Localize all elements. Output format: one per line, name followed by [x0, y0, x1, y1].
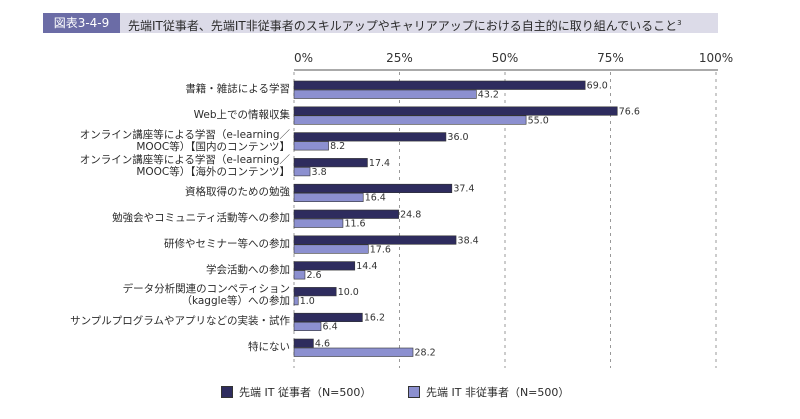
category-label-line: 特にない — [248, 341, 290, 353]
bar-series1 — [293, 106, 618, 116]
data-label: 14.4 — [356, 261, 377, 272]
bar-series1 — [293, 209, 399, 219]
bar-series2 — [293, 192, 364, 202]
category-label-line: サンプルプログラムやアプリなどの実装・試作 — [70, 315, 290, 328]
category-label: オンライン講座等による学習（e-learning／ MOOC等）【海外のコンテンツ… — [80, 154, 290, 178]
legend-item-series2: 先端 IT 非従事者（N=500） — [408, 384, 569, 400]
category-label: 勉強会やコミュニティ活動等への参加 — [112, 212, 290, 224]
title-band — [120, 13, 718, 33]
x-tick-label: 25% — [386, 51, 413, 65]
bar-series1 — [293, 261, 356, 271]
data-label: 3.8 — [312, 167, 327, 178]
category-label: 書籍・雑誌による学習 — [185, 83, 290, 95]
bar-series1 — [293, 80, 586, 90]
data-label: 69.0 — [587, 81, 608, 92]
legend-swatch-series2 — [408, 386, 420, 398]
category-label-line: データ分析関連のコンペティション — [122, 283, 290, 296]
bar-series2 — [293, 296, 299, 306]
bar-series1 — [293, 312, 363, 323]
bar-series1 — [293, 158, 368, 168]
footnote-mark: 3 — [677, 19, 682, 27]
category-label-line: 研修やセミナー等への参加 — [164, 237, 290, 250]
data-label: 6.4 — [323, 322, 338, 333]
data-label: 55.0 — [528, 115, 549, 126]
data-label: 43.2 — [478, 90, 499, 101]
x-tick-label: 50% — [492, 51, 519, 65]
bar-series2 — [293, 244, 369, 254]
chart-title: 先端IT従事者、先端IT非従事者のスキルアップやキャリアアップにおける自主的に取… — [128, 13, 682, 36]
bar-series2 — [293, 115, 527, 125]
bar-series1 — [293, 132, 447, 142]
bar-series2 — [293, 321, 322, 332]
category-label-line: MOOC等）【国内のコンテンツ】 — [136, 140, 290, 153]
bar-series1 — [293, 287, 337, 297]
data-label: 17.6 — [370, 244, 391, 255]
bar-series2 — [293, 89, 477, 99]
category-label-line: 学会活動への参加 — [206, 263, 290, 276]
category-label: Web上での情報収集 — [194, 109, 290, 121]
legend-swatch-series1 — [221, 386, 233, 398]
legend-label-series1: 先端 IT 従事者（N=500） — [239, 386, 372, 399]
category-label-line: 書籍・雑誌による学習 — [185, 83, 290, 95]
category-label: データ分析関連のコンペティション （kaggle等）への参加 — [123, 283, 290, 307]
data-label: 28.2 — [415, 348, 436, 359]
figure-label: 図表3-4-9 — [43, 13, 120, 33]
category-label-line: MOOC等）【海外のコンテンツ】 — [136, 166, 290, 179]
x-tick-label: 75% — [597, 51, 624, 65]
category-label-line: オンライン講座等による学習（e-learning／ — [79, 128, 290, 141]
category-label-line: （kaggle等）への参加 — [181, 295, 290, 308]
data-label: 11.6 — [344, 219, 365, 230]
data-label: 4.6 — [315, 339, 330, 350]
bar-series1 — [293, 183, 453, 193]
data-label: 1.0 — [300, 296, 315, 307]
data-label: 76.6 — [619, 106, 640, 117]
category-label: オンライン講座等による学習（e-learning／ MOOC等）【国内のコンテンツ… — [80, 129, 290, 153]
category-label-line: 資格取得のための勉強 — [185, 186, 290, 199]
x-tick-label: 100% — [699, 51, 733, 65]
category-label-line: Web上での情報収集 — [193, 108, 290, 121]
category-label: サンプルプログラムやアプリなどの実装・試作 — [70, 315, 290, 327]
category-label: 学会活動への参加 — [206, 264, 290, 276]
data-label: 16.2 — [364, 313, 385, 324]
chart-title-text: 先端IT従事者、先端IT非従事者のスキルアップやキャリアアップにおける自主的に取… — [128, 19, 678, 33]
bar-series1 — [293, 338, 314, 348]
data-label: 16.4 — [365, 193, 386, 204]
data-label: 37.4 — [453, 184, 474, 195]
data-label: 2.6 — [306, 270, 321, 281]
bar-series2 — [293, 167, 311, 177]
category-label-line: オンライン講座等による学習（e-learning／ — [79, 154, 290, 167]
bar-series1 — [293, 235, 457, 245]
category-label: 研修やセミナー等への参加 — [164, 238, 290, 250]
data-label: 17.4 — [369, 158, 390, 169]
bar-series2 — [293, 218, 344, 228]
data-label: 24.8 — [400, 210, 421, 221]
category-label-line: 勉強会やコミュニティ活動等への参加 — [112, 212, 290, 224]
category-label: 特にない — [248, 341, 290, 353]
legend-label-series2: 先端 IT 非従事者（N=500） — [426, 386, 570, 399]
data-label: 10.0 — [338, 287, 359, 298]
category-label: 資格取得のための勉強 — [185, 186, 290, 198]
data-label: 38.4 — [458, 235, 479, 246]
bar-series2 — [293, 141, 329, 151]
bar-series2 — [293, 347, 414, 357]
legend-item-series1: 先端 IT 従事者（N=500） — [221, 384, 371, 400]
x-tick-label: 0% — [294, 51, 313, 65]
data-label: 8.2 — [330, 141, 345, 152]
bar-series2 — [293, 270, 306, 280]
data-label: 36.0 — [447, 132, 468, 143]
